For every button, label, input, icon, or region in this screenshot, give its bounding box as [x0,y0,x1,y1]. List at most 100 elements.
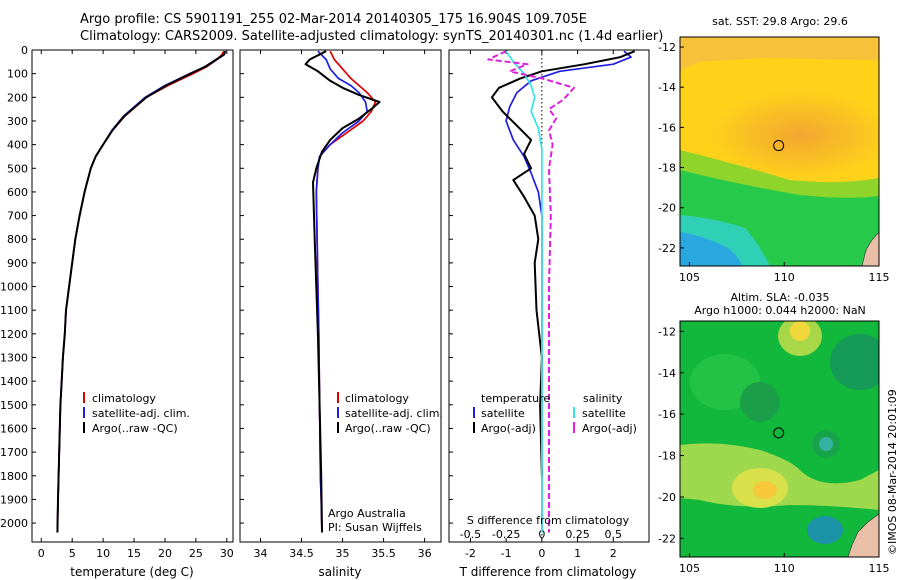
salinity-plot-frame [239,49,442,543]
y-tick-label: 800 [7,233,28,246]
temperature-legend: climatology satellite-adj. clim. Argo(..… [83,392,190,435]
series-line-temperature-satellite [505,50,632,533]
y-tick-label: 1800 [0,470,28,483]
y-tick-label: -12 [658,41,676,54]
series-line-temperature-argo-adj [490,50,636,476]
top-tick-label: -0.25 [492,528,520,541]
argo-australia-credit: Argo Australia [328,507,406,520]
y-tick-label: 700 [7,210,28,223]
legend-swatch-argo [83,422,85,433]
y-tick-label: 1400 [0,375,28,388]
sla-map-frame [679,320,880,558]
y-tick-label: 200 [7,91,28,104]
x-tick-label: 35.5 [371,547,396,560]
temperature-xlabel: temperature (deg C) [70,565,193,579]
sla-central-low [740,382,780,422]
y-tick-label: -14 [658,81,676,94]
legend-label-temperature-satellite: satellite [481,407,525,420]
y-tick-label: 600 [7,186,28,199]
legend-swatch-climatology [83,392,85,403]
y-tick-label: -18 [658,450,676,463]
y-tick-label: -22 [658,532,676,545]
sst-land-coast [861,231,879,266]
x-tick-label: 105 [679,271,700,284]
legend-label-temperature-argo: Argo(-adj) [481,422,536,435]
legend-label-climatology: climatology [345,392,409,405]
x-tick-label: 36 [418,547,432,560]
y-tick-label: 100 [7,68,28,81]
legend-label-satellite: satellite-adj. clim. [345,407,443,420]
legend-label-argo: Argo(..raw -QC) [92,422,178,435]
legend-swatch-salinity-satellite [573,407,575,418]
x-tick-label: 15 [127,547,141,560]
sst-warm-core [710,90,879,180]
sla-map-title-line-1: Altim. SLA: -0.035 [730,291,829,304]
sla-argo-location-marker [773,427,785,439]
x-tick-label: 34 [254,547,268,560]
y-tick-label: 900 [7,257,28,270]
y-tick-label: 1500 [0,399,28,412]
temperature-panel: 0 5 10 15 20 25 300100200300400500600700800900… [0,44,234,579]
temperature-series [56,50,227,533]
y-tick-label: -16 [658,408,676,421]
x-tick-label: 25 [189,547,203,560]
x-tick-label: 20 [158,547,172,560]
x-tick-label: 2 [610,547,617,560]
legend-label-argo: Argo(..raw -QC) [345,422,431,435]
y-tick-label: -22 [658,242,676,255]
sla-map-panel: Altim. SLA: -0.035 Argo h1000: 0.044 h20… [658,291,889,575]
legend-swatch-satellite [83,407,85,418]
pi-credit: PI: Susan Wijffels [328,521,422,534]
x-tick-label: 0 [38,547,45,560]
sla-south-low [807,516,843,544]
sst-map-frame [679,36,880,267]
x-tick-label: 110 [774,271,795,284]
y-tick-label: -20 [658,202,676,215]
x-tick-label: 34.5 [289,547,314,560]
sst-map-title: sat. SST: 29.8 Argo: 29.6 [712,15,848,28]
imos-credit: ©IMOS 08-Mar-2014 20:01:09 [886,389,899,555]
legend-swatch-temperature-argo [473,422,475,433]
y-tick-label: 1100 [0,304,28,317]
y-tick-label: 300 [7,115,28,128]
salinity-series [304,50,381,533]
y-tick-label: 1700 [0,446,28,459]
sla-central-east-core [819,437,833,451]
y-tick-label: -14 [658,367,676,380]
difference-xlabel: T difference from climatology [459,565,637,579]
difference-series [487,50,636,542]
difference-legend: temperature satellite Argo(-adj) salinit… [473,392,637,435]
x-tick-label: 35 [336,547,350,560]
sst-argo-location-marker [773,140,785,152]
y-tick-label: -18 [658,162,676,175]
sla-map-ticks: 105 110 115 -12 -14 -16 -18 -20 -22 [658,325,889,575]
difference-toplabel: S difference from climatology [467,514,630,527]
y-tick-label: -16 [658,121,676,134]
salinity-xlabel: salinity [318,565,361,579]
salinity-ticks: 34 34.5 35 35.5 36 [240,49,432,560]
legend-title-temperature: temperature [481,392,550,405]
sla-northeast-low [830,334,879,390]
x-tick-label: 105 [679,562,700,575]
series-line-argo-raw-qc [304,50,381,533]
sla-map-title-line-2: Argo h1000: 0.044 h2000: NaN [694,304,866,317]
sst-field [680,37,879,266]
y-tick-label: 1200 [0,328,28,341]
sst-map-panel: sat. SST: 29.8 Argo: 29.6 105 110 115 -12 -1… [658,15,889,284]
y-tick-label: 1300 [0,352,28,365]
legend-swatch-satellite [337,407,339,418]
legend-swatch-argo [337,422,339,433]
salinity-panel: 34 34.5 35 35.5 36 salinity climatology sate… [239,49,443,579]
legend-label-satellite: satellite-adj. clim. [92,407,190,420]
y-tick-label: 2000 [0,517,28,530]
title-line-1: Argo profile: CS 5901191_255 02-Mar-2014… [80,12,587,27]
y-tick-label: 400 [7,139,28,152]
y-tick-label: 1000 [0,281,28,294]
x-tick-label: 10 [96,547,110,560]
sst-coldest-pool [680,232,742,266]
x-tick-label: -1 [501,547,512,560]
legend-swatch-salinity-argo [573,422,575,433]
legend-label-salinity-argo: Argo(-adj) [582,422,637,435]
top-tick-label: 0.25 [565,528,590,541]
